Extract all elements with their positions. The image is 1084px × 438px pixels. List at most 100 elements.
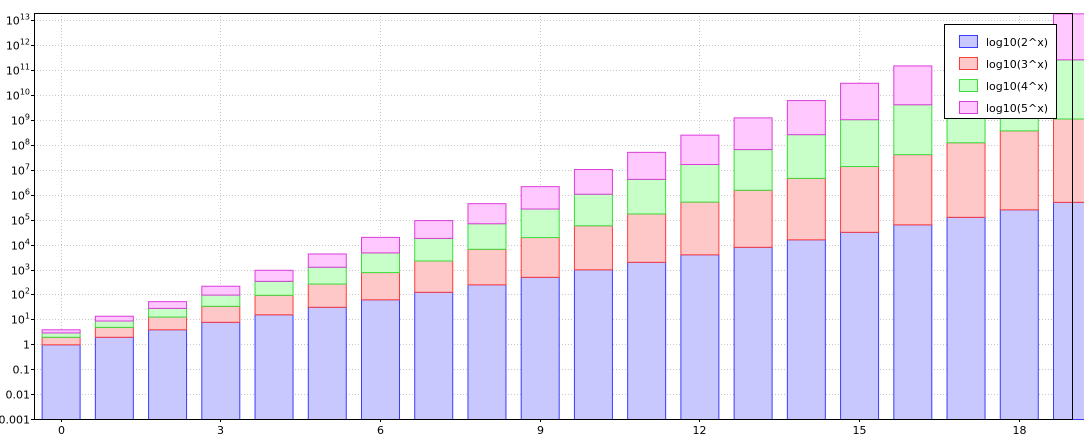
y-tick-label: 101 bbox=[11, 312, 30, 327]
bar-segment-3-x8 bbox=[467, 203, 507, 225]
legend-label-0: log10(2^x) bbox=[986, 36, 1048, 49]
y-tick-label: 104 bbox=[11, 238, 30, 253]
bar-segment-1-x14 bbox=[786, 177, 826, 241]
bar-segment-3-x1 bbox=[94, 315, 134, 322]
bar-segment-1-x6 bbox=[361, 272, 400, 301]
bar-segment-1-x5 bbox=[307, 283, 347, 308]
bar-segment-1-x16 bbox=[893, 154, 933, 226]
legend-label-1: log10(3^x) bbox=[986, 58, 1048, 71]
y-axis: 0.001 0.01 0.1 1 101 102 103 104 105 106 107 108 109… bbox=[0, 13, 34, 427]
bar-segment-1-x11 bbox=[627, 213, 667, 263]
bar-segment-1-x3 bbox=[201, 305, 241, 323]
plot-frame bbox=[34, 13, 1073, 420]
bar-segment-3-x11 bbox=[627, 151, 667, 180]
x-tick-label: 3 bbox=[217, 424, 224, 437]
bar-segment-0-x17 bbox=[946, 216, 986, 420]
y-tick-label: 1 bbox=[23, 339, 30, 352]
bar-segment-2-x0 bbox=[41, 332, 81, 338]
y-tick-label: 108 bbox=[11, 138, 30, 153]
bar-segment-3-x19 bbox=[1053, 13, 1084, 61]
bar-segment-3-x0 bbox=[41, 329, 81, 334]
y-tick-label: 107 bbox=[11, 163, 30, 178]
bar-segment-0-x4 bbox=[254, 314, 294, 420]
bar-segment-3-x10 bbox=[573, 169, 613, 195]
bar-segment-3-x13 bbox=[733, 117, 773, 151]
y-tick-label: 1010 bbox=[6, 88, 30, 103]
bar-segment-2-x3 bbox=[201, 294, 241, 307]
y-tick-label: 103 bbox=[11, 263, 30, 278]
bar-segment-3-x9 bbox=[520, 186, 560, 210]
bar-segment-3-x6 bbox=[361, 236, 400, 254]
y-tick-label: 0.1 bbox=[13, 364, 31, 377]
bar-segment-2-x7 bbox=[414, 237, 454, 262]
y-tick-label: 1012 bbox=[6, 38, 30, 53]
bar-segment-3-x4 bbox=[254, 269, 294, 282]
bar-segment-1-x2 bbox=[148, 316, 188, 331]
y-tick-label: 102 bbox=[11, 287, 30, 302]
bar-segment-2-x10 bbox=[573, 193, 613, 227]
bar-segment-0-x9 bbox=[520, 276, 560, 421]
bar-segment-1-x19 bbox=[1053, 118, 1084, 203]
legend-swatch-2 bbox=[959, 79, 978, 92]
x-tick-label: 6 bbox=[377, 424, 384, 437]
x-axis: 0 3 6 9 12 15 18 bbox=[58, 419, 1027, 437]
bar-segment-2-x2 bbox=[148, 307, 188, 318]
legend: log10(2^x) log10(3^x) log10(4^x) log10(5^x) bbox=[944, 24, 1057, 119]
bar-segment-3-x16 bbox=[893, 65, 933, 106]
x-tick-label: 12 bbox=[693, 424, 707, 437]
bar-segment-0-x0 bbox=[41, 344, 81, 420]
bar-segment-2-x19 bbox=[1053, 59, 1084, 120]
bar-segment-0-x14 bbox=[786, 239, 826, 420]
bar-segment-1-x0 bbox=[41, 336, 81, 346]
bar-segment-3-x5 bbox=[307, 253, 347, 268]
bar-segment-0-x2 bbox=[148, 329, 188, 420]
bar-segment-3-x7 bbox=[414, 220, 454, 239]
x-tick-label: 9 bbox=[537, 424, 544, 437]
bar-segment-3-x15 bbox=[840, 82, 880, 121]
y-tick-label: 105 bbox=[11, 213, 30, 228]
legend-swatch-1 bbox=[959, 57, 978, 70]
legend-label-3: log10(5^x) bbox=[986, 102, 1048, 115]
legend-swatch-3 bbox=[959, 101, 978, 114]
bar-segment-3-x14 bbox=[786, 100, 826, 136]
bar-segment-3-x3 bbox=[201, 285, 241, 296]
bar-segment-2-x13 bbox=[733, 149, 773, 191]
bar-segment-0-x6 bbox=[361, 299, 400, 420]
bar-segment-1-x13 bbox=[733, 189, 773, 248]
bar-segment-0-x13 bbox=[733, 246, 773, 420]
y-tick-label: 109 bbox=[11, 113, 30, 128]
bar-segment-2-x1 bbox=[94, 320, 134, 328]
bar-segment-1-x8 bbox=[467, 248, 507, 286]
bar-segment-0-x8 bbox=[467, 284, 507, 420]
bar-segment-2-x14 bbox=[786, 134, 826, 179]
bar-segment-1-x18 bbox=[999, 130, 1039, 211]
y-tick-label: 1011 bbox=[6, 63, 30, 78]
bar-segment-1-x10 bbox=[573, 225, 613, 271]
bar-segment-2-x9 bbox=[520, 208, 560, 239]
x-tick-label: 0 bbox=[58, 424, 65, 437]
bar-segment-0-x15 bbox=[840, 231, 880, 420]
bar-segment-2-x4 bbox=[254, 280, 294, 296]
bar-segment-0-x5 bbox=[307, 306, 347, 421]
y-tick-label: 0.01 bbox=[6, 389, 31, 402]
bar-segment-0-x3 bbox=[201, 321, 241, 421]
bar-segment-0-x10 bbox=[573, 269, 613, 420]
bar-segment-2-x15 bbox=[840, 119, 880, 168]
legend-swatch-0 bbox=[959, 35, 978, 48]
bars-layer bbox=[41, 13, 1084, 421]
bar-segment-0-x1 bbox=[94, 336, 134, 421]
x-tick-label: 18 bbox=[1013, 424, 1027, 437]
bar-segment-0-x12 bbox=[680, 254, 720, 420]
bar-segment-0-x16 bbox=[893, 224, 933, 420]
bar-segment-1-x9 bbox=[520, 237, 560, 278]
bar-segment-0-x11 bbox=[627, 261, 667, 421]
y-tick-label: 1013 bbox=[6, 13, 30, 28]
bar-segment-1-x12 bbox=[680, 201, 720, 256]
bar-segment-1-x1 bbox=[94, 326, 134, 338]
bar-segment-2-x8 bbox=[467, 223, 507, 250]
bar-segment-1-x15 bbox=[840, 166, 880, 233]
bar-segment-2-x5 bbox=[307, 266, 347, 285]
bar-segment-1-x4 bbox=[254, 294, 294, 316]
bar-segment-3-x2 bbox=[148, 301, 188, 309]
